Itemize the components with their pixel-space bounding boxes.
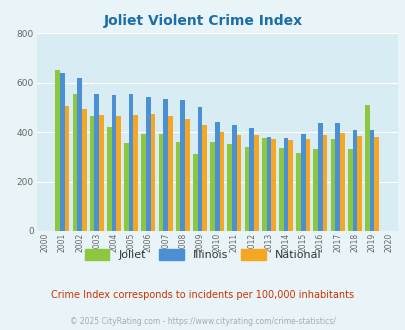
Bar	[278, 148, 283, 231]
Bar	[364, 105, 369, 231]
Bar	[60, 73, 64, 231]
Bar	[150, 114, 155, 231]
Bar	[322, 136, 326, 231]
Bar	[168, 116, 172, 231]
Bar	[163, 99, 168, 231]
Bar	[244, 147, 249, 231]
Bar	[55, 70, 60, 231]
Bar	[64, 106, 69, 231]
Bar	[313, 149, 318, 231]
Bar	[175, 142, 180, 231]
Bar	[271, 139, 275, 231]
Bar	[158, 135, 163, 231]
Bar	[261, 138, 266, 231]
Bar	[111, 95, 116, 231]
Bar	[283, 138, 288, 231]
Bar	[72, 94, 77, 231]
Bar	[202, 125, 207, 231]
Bar	[124, 143, 128, 231]
Bar	[128, 94, 133, 231]
Bar	[146, 97, 150, 231]
Bar	[185, 119, 189, 231]
Bar	[373, 137, 378, 231]
Bar	[116, 116, 121, 231]
Bar	[180, 100, 185, 231]
Bar	[347, 149, 352, 231]
Bar	[352, 130, 356, 231]
Bar	[296, 153, 300, 231]
Bar	[219, 132, 224, 231]
Bar	[339, 133, 344, 231]
Bar	[305, 139, 309, 231]
Bar	[90, 116, 94, 231]
Legend: Joliet, Illinois, National: Joliet, Illinois, National	[81, 245, 324, 263]
Bar	[77, 78, 82, 231]
Bar	[94, 94, 99, 231]
Bar	[288, 141, 292, 231]
Bar	[232, 125, 236, 231]
Bar	[82, 109, 86, 231]
Bar	[236, 135, 241, 231]
Bar	[300, 135, 305, 231]
Bar	[335, 123, 339, 231]
Bar	[356, 136, 361, 231]
Bar	[133, 115, 138, 231]
Text: Crime Index corresponds to incidents per 100,000 inhabitants: Crime Index corresponds to incidents per…	[51, 290, 354, 300]
Bar	[107, 127, 111, 231]
Text: Joliet Violent Crime Index: Joliet Violent Crime Index	[103, 15, 302, 28]
Bar	[318, 123, 322, 231]
Bar	[99, 115, 103, 231]
Text: © 2025 CityRating.com - https://www.cityrating.com/crime-statistics/: © 2025 CityRating.com - https://www.city…	[70, 317, 335, 326]
Bar	[197, 107, 202, 231]
Bar	[266, 138, 271, 231]
Bar	[253, 135, 258, 231]
Bar	[330, 139, 335, 231]
Bar	[141, 135, 146, 231]
Bar	[214, 122, 219, 231]
Bar	[369, 130, 373, 231]
Bar	[249, 128, 253, 231]
Bar	[210, 142, 214, 231]
Bar	[192, 154, 197, 231]
Bar	[227, 145, 232, 231]
